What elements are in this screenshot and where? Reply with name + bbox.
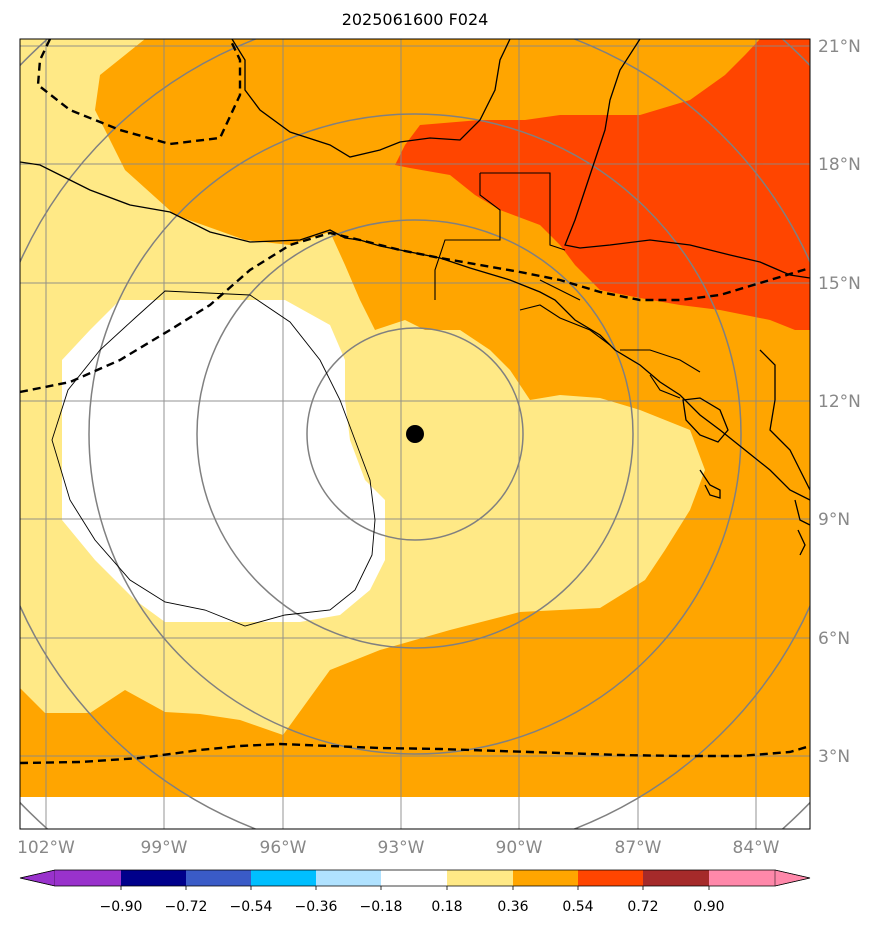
lat-label: 18°N (818, 155, 861, 175)
fill-white-region (62, 300, 385, 622)
lon-label: 87°W (615, 838, 662, 858)
lat-label: 9°N (818, 510, 850, 530)
colorbar-swatch (447, 870, 513, 886)
map-frame (19, 38, 811, 830)
lon-label: 96°W (260, 838, 307, 858)
coastlines (20, 39, 810, 556)
fill-bottom-blank (20, 797, 810, 829)
lat-label: 3°N (818, 747, 850, 767)
colorbar-tick-label: 0.36 (497, 899, 528, 915)
colorbar-swatch (316, 870, 381, 886)
colorbar-ticks (120, 886, 710, 890)
colorbar-tick-label: −0.72 (165, 899, 208, 915)
colorbar-tick-label: −0.18 (360, 899, 403, 915)
colorbar-swatch (774, 869, 811, 887)
lon-label: 84°W (733, 838, 780, 858)
colorbar-swatch (19, 869, 56, 887)
colorbar-tick-label: 0.90 (693, 899, 724, 915)
colorbar-outline (19, 869, 811, 887)
map-title: 2025061600 F024 (341, 10, 489, 29)
colorbar-tick-label: −0.54 (230, 899, 273, 915)
longitude-labels: 102°W 99°W 96°W 93°W 90°W 87°W 84°W (17, 838, 780, 858)
fill-red-region (395, 39, 810, 330)
colorbar-swatch (513, 870, 578, 886)
lon-label: 90°W (496, 838, 543, 858)
lon-label: 99°W (141, 838, 188, 858)
lat-label: 6°N (818, 629, 850, 649)
colorbar-tick-label: 0.18 (431, 899, 462, 915)
lat-label: 12°N (818, 392, 861, 412)
lon-label: 93°W (378, 838, 425, 858)
colorbar-swatch (186, 870, 251, 886)
latitude-labels: 21°N 18°N 15°N 12°N 9°N 6°N 3°N (818, 37, 861, 767)
colorbar-tick-label: −0.36 (295, 899, 338, 915)
colorbar-swatch (643, 870, 709, 886)
contour-thin (51, 290, 376, 627)
lon-label: 102°W (17, 838, 75, 858)
colorbar-swatch (381, 870, 447, 886)
colorbar: −0.90 −0.72 −0.54 −0.36 −0.18 0.18 0.36 … (19, 869, 811, 915)
storm-center-marker (406, 425, 424, 443)
colorbar-swatch (251, 870, 316, 886)
colorbar-tick-label: −0.90 (100, 899, 143, 915)
lat-label: 15°N (818, 274, 861, 294)
colorbar-tick-label: 0.54 (562, 899, 593, 915)
lat-label: 21°N (818, 37, 861, 57)
colorbar-swatch (709, 870, 775, 886)
colorbar-swatch (55, 870, 121, 886)
colorbar-swatch (578, 870, 643, 886)
colorbar-tick-label: 0.72 (627, 899, 658, 915)
country-borders (434, 172, 701, 399)
colorbar-swatch (121, 870, 186, 886)
